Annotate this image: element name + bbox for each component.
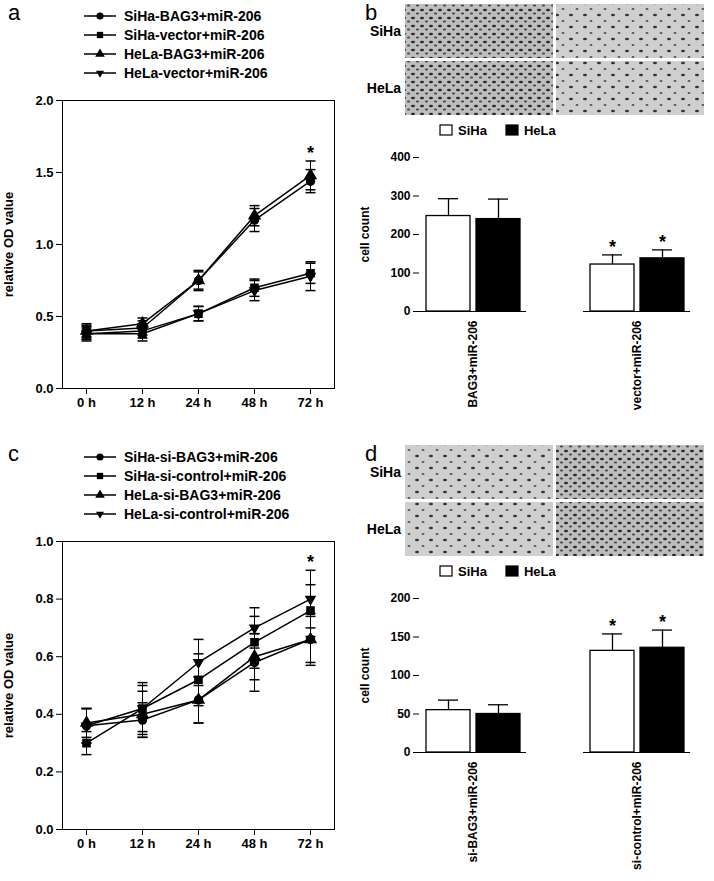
svg-text:SiHa: SiHa (370, 23, 401, 39)
svg-text:100: 100 (390, 668, 410, 682)
svg-text:0.6: 0.6 (35, 649, 53, 664)
svg-text:200: 200 (390, 591, 410, 605)
svg-text:relative OD value: relative OD value (1, 192, 16, 298)
html-text:HeLa-si-control+miR-206: HeLa-si-control+miR-206 (124, 505, 290, 522)
html-text:SiHa: SiHa (458, 122, 487, 138)
svg-text:200: 200 (390, 227, 410, 241)
svg-text:1.0: 1.0 (35, 534, 53, 549)
html-text:HeLa: HeLa (523, 563, 556, 579)
svg-text:400: 400 (390, 150, 410, 164)
html-text:HeLa-BAG3+miR-206: HeLa-BAG3+miR-206 (124, 45, 265, 62)
svg-text:12 h: 12 h (129, 836, 155, 851)
svg-text:*: * (659, 612, 666, 632)
svg-text:*: * (609, 616, 616, 636)
svg-text:100: 100 (390, 266, 410, 280)
svg-text:50: 50 (397, 707, 411, 721)
html-text:HeLa-vector+miR-206: HeLa-vector+miR-206 (124, 64, 268, 81)
svg-text:cell count: cell count (358, 647, 372, 703)
svg-text:0.0: 0.0 (35, 381, 53, 396)
html-text:SiHa: SiHa (458, 563, 487, 579)
svg-text:1.5: 1.5 (35, 165, 53, 180)
svg-text:24 h: 24 h (185, 395, 211, 410)
svg-text:HeLa: HeLa (367, 521, 401, 537)
svg-text:0.0: 0.0 (35, 822, 53, 837)
svg-text:0 h: 0 h (77, 836, 96, 851)
svg-text:*: * (307, 143, 314, 163)
html-text:HeLa-si-BAG3+miR-206: HeLa-si-BAG3+miR-206 (124, 486, 281, 503)
svg-text:BAG3+miR-206: BAG3+miR-206 (466, 320, 480, 407)
html-text:SiHa-si-BAG3+miR-206: SiHa-si-BAG3+miR-206 (124, 448, 278, 465)
svg-text:HeLa: HeLa (367, 80, 401, 96)
svg-text:150: 150 (390, 630, 410, 644)
svg-text:24 h: 24 h (185, 836, 211, 851)
html-text:d: d (365, 441, 378, 466)
html-text:c: c (8, 441, 19, 466)
svg-text:0.5: 0.5 (35, 309, 53, 324)
svg-text:si-BAG3+miR-206: si-BAG3+miR-206 (466, 761, 480, 862)
svg-text:0.4: 0.4 (35, 706, 54, 721)
svg-text:*: * (609, 237, 616, 257)
svg-text:0.2: 0.2 (35, 764, 53, 779)
svg-text:cell count: cell count (358, 206, 372, 262)
svg-text:0 h: 0 h (77, 395, 96, 410)
svg-text:SiHa: SiHa (370, 464, 401, 480)
svg-text:relative OD value: relative OD value (1, 633, 16, 739)
svg-text:2.0: 2.0 (35, 93, 53, 108)
html-text:SiHa-BAG3+miR-206: SiHa-BAG3+miR-206 (124, 7, 262, 24)
svg-text:72 h: 72 h (297, 395, 323, 410)
svg-text:12 h: 12 h (129, 395, 155, 410)
svg-text:vector+miR-206: vector+miR-206 (630, 320, 644, 410)
html-text:a: a (8, 0, 21, 25)
svg-text:300: 300 (390, 189, 410, 203)
svg-text:*: * (659, 232, 666, 252)
svg-text:*: * (307, 552, 314, 572)
html-text:b: b (365, 0, 378, 25)
svg-text:0: 0 (404, 745, 411, 759)
svg-text:48 h: 48 h (241, 395, 267, 410)
svg-text:0.8: 0.8 (35, 591, 53, 606)
svg-text:si-control+miR-206: si-control+miR-206 (630, 761, 644, 870)
html-text:SiHa-si-control+miR-206: SiHa-si-control+miR-206 (124, 467, 287, 484)
html-text:HeLa: HeLa (523, 122, 556, 138)
html-text:SiHa-vector+miR-206: SiHa-vector+miR-206 (124, 26, 265, 43)
svg-text:0: 0 (404, 304, 411, 318)
svg-text:1.0: 1.0 (35, 237, 53, 252)
svg-text:72 h: 72 h (297, 836, 323, 851)
svg-text:48 h: 48 h (241, 836, 267, 851)
